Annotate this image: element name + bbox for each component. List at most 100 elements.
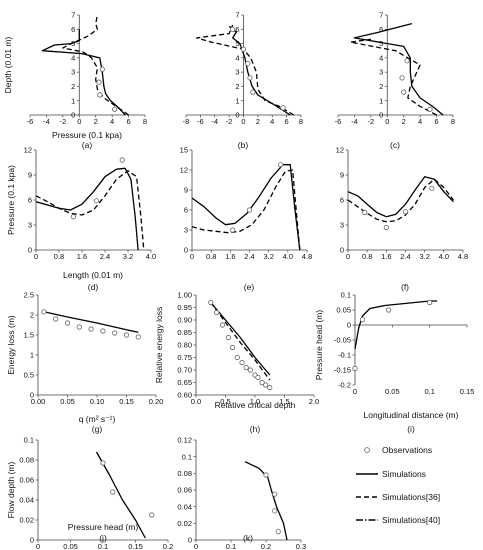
observation-point xyxy=(112,106,118,112)
simulation-line xyxy=(43,311,139,333)
observation-point xyxy=(229,344,236,351)
y-tick-label: 1.00 xyxy=(177,291,192,300)
x-tick-label: 1.6 xyxy=(77,252,87,261)
x-tick-label: 6 xyxy=(434,117,438,126)
observation-point xyxy=(429,185,435,191)
x-tick-label: 0.5 xyxy=(220,397,230,406)
y-tick-label: 0 xyxy=(235,111,239,120)
chart-e: 0 0.8 1.6 2.4 3.2 4.0 4.8 0 3 6 9 12 15 (e) xyxy=(180,146,313,292)
simulation-line xyxy=(354,300,438,350)
observation-point xyxy=(259,379,265,386)
panel-label: (a) xyxy=(82,140,93,150)
x-tick-label: 0.20 xyxy=(149,397,164,406)
observation-point xyxy=(401,89,407,95)
y-tick-label: 1 xyxy=(235,96,239,105)
y-tick-label: 0 xyxy=(184,246,188,255)
x-tick-label: 0.05 xyxy=(385,387,400,396)
x-tick-label: 2 xyxy=(94,117,98,126)
simulation-line xyxy=(35,167,139,251)
y-tick-label: 0 xyxy=(340,246,344,255)
x-tick-label: 0.3 xyxy=(296,542,306,550)
observation-point xyxy=(278,162,284,168)
x-tick-label: 0 xyxy=(36,542,40,550)
x-tick-label: -4 xyxy=(211,117,218,126)
y-tick-label: 0.60 xyxy=(177,391,192,400)
y-tick-label: 6 xyxy=(184,206,188,215)
x-tick-label: -4 xyxy=(351,117,358,126)
y-tick-label: 2 xyxy=(235,82,239,91)
simulation-36-line xyxy=(210,302,271,381)
observation-point xyxy=(267,384,273,391)
x-tick-label: -2 xyxy=(60,117,67,126)
y-tick-label: 0.5 xyxy=(24,371,34,380)
observation-point xyxy=(230,26,236,32)
x-tick-label: 4 xyxy=(110,117,114,126)
observation-point xyxy=(230,227,236,233)
x-tick-label: 4.0 xyxy=(283,252,293,261)
observation-point xyxy=(272,508,278,514)
x-tick-label: 0 xyxy=(34,252,38,261)
x-tick-label: -2 xyxy=(368,117,375,126)
observation-point xyxy=(110,489,116,495)
y-tick-label: 0.95 xyxy=(177,303,192,312)
legend-label: Simulations[36] xyxy=(382,492,440,502)
x-tick-label: 2 xyxy=(256,117,260,126)
y-tick-label: 2.5 xyxy=(24,291,34,300)
observation-point xyxy=(76,324,82,330)
y-tick-label: 0 xyxy=(30,391,34,400)
chart-c: -6 -4 -2 0 2 4 6 8 0 1 2 3 4 5 6 7 (c) xyxy=(335,11,455,150)
x-tick-label: 0.1 xyxy=(98,542,108,550)
observation-point xyxy=(385,307,392,313)
panel-label: (f) xyxy=(401,282,409,292)
y-tick-label: 9 xyxy=(184,186,188,195)
observation-point xyxy=(247,367,253,373)
y-axis-label: Pressure head (m) xyxy=(314,310,324,381)
x-tick-label: 0.8 xyxy=(54,252,64,261)
y-tick-label: 6 xyxy=(340,196,344,205)
x-axis-label: Length (0.01 m) xyxy=(63,270,123,280)
y-tick-label: 1 xyxy=(71,96,75,105)
x-tick-label: 3.2 xyxy=(263,252,273,261)
observation-point xyxy=(219,322,226,328)
observation-point xyxy=(100,460,106,466)
y-tick-label: 0.12 xyxy=(177,436,192,445)
y-tick-label: 6 xyxy=(28,196,32,205)
y-tick-label: 2 xyxy=(379,82,383,91)
y-tick-label: -0.1 xyxy=(338,351,351,360)
y-tick-label: 0.06 xyxy=(177,486,192,495)
y-tick-label: 0 xyxy=(347,321,351,330)
observation-point xyxy=(245,60,251,67)
y-tick-label: 7 xyxy=(71,11,75,20)
y-tick-label: 0.02 xyxy=(19,516,34,525)
simulation-36-line xyxy=(196,24,295,116)
chart-k: 0 0.1 0.2 0.3 0 0.02 0.04 0.06 0.08 0.1 0.12 (k) xyxy=(177,436,306,550)
y-tick-label: 6 xyxy=(235,25,239,34)
y-axis-label: Flow depth (m) xyxy=(6,461,16,518)
x-tick-label: 2.4 xyxy=(400,252,410,261)
x-tick-label: 0.8 xyxy=(206,252,216,261)
y-tick-label: 9 xyxy=(340,171,344,180)
x-tick-label: 6 xyxy=(285,117,289,126)
y-tick-label: 4 xyxy=(235,53,239,62)
y-tick-label: -0.15 xyxy=(334,366,351,375)
x-tick-label: 0.8 xyxy=(362,252,372,261)
y-tick-label: 12 xyxy=(24,146,32,155)
panel-label: (c) xyxy=(390,140,400,150)
y-tick-label: 0.85 xyxy=(177,328,192,337)
y-tick-label: 3 xyxy=(28,221,32,230)
x-tick-label: 8 xyxy=(299,117,303,126)
y-tick-label: 5 xyxy=(71,39,75,48)
y-tick-label: 5 xyxy=(235,39,239,48)
simulation-36-line xyxy=(191,169,301,251)
observation-point xyxy=(99,66,105,72)
observation-point xyxy=(359,316,366,323)
x-tick-label: 8 xyxy=(451,117,455,126)
simulation-line xyxy=(95,451,146,539)
y-tick-label: 0 xyxy=(71,111,75,120)
y-tick-label: 1 xyxy=(30,351,34,360)
observation-point xyxy=(404,58,410,64)
observation-point xyxy=(255,374,261,381)
observation-point xyxy=(96,79,102,85)
x-tick-label: 4.0 xyxy=(146,252,156,261)
x-tick-label: 0.0 xyxy=(191,397,201,406)
